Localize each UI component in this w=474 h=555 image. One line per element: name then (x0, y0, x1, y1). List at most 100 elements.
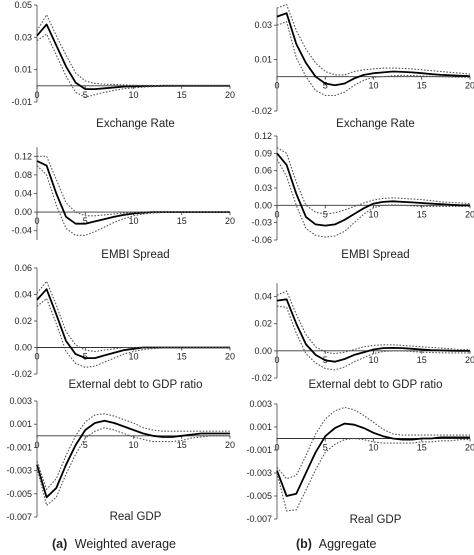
panel-6-xtick-label: 0 (274, 355, 279, 365)
panel-2-xtick-label: 5 (323, 81, 328, 91)
panel-6-ytick-label: 0.00 (254, 346, 272, 356)
panel-1-xtick-label: 5 (83, 90, 88, 100)
panel-7-xtick-label: 20 (225, 440, 235, 450)
panel-4-ytick-label: 0.06 (254, 166, 272, 176)
panel-8-upper-band-line (276, 406, 470, 480)
panel-3-ytick-label: 0.04 (14, 189, 32, 199)
panel-3-lower-band-line (36, 165, 230, 236)
panel-8-xtick-label: 15 (417, 443, 427, 453)
panel-8-ytick-label: -0.007 (246, 514, 272, 524)
panel-1-ytick-label: 0.03 (14, 32, 32, 42)
panel-3-ytick-label: 0.00 (14, 207, 32, 217)
panel-1-upper-band-line (36, 13, 230, 87)
panel-5-ytick-label: 0.02 (14, 316, 32, 326)
panel-7-xtick-label: 15 (177, 440, 187, 450)
panel-7-xtick-label: 10 (128, 440, 138, 450)
panel-7-title: Real GDP (110, 511, 162, 523)
caption-a-letter: (a) (52, 537, 67, 551)
panel-3-ytick-label: 0.08 (14, 170, 32, 180)
panel-6-response-line (276, 298, 470, 363)
panel-2-upper-band-line (276, 3, 471, 76)
panel-2-xtick-label: 15 (417, 81, 427, 91)
panel-4-response-line (276, 152, 470, 227)
panel-7-ytick-label: -0.007 (6, 512, 32, 522)
panel-3-upper-band-line (37, 155, 230, 217)
panel-4-title: EMBI Spread (341, 249, 409, 261)
panel-3: -0.04 0.00 0.04 0.08 0.12 0 5 10 15 20 EMBI Spread (11, 147, 235, 261)
panel-1-xtick-label: 0 (34, 90, 39, 100)
panel-1-response-line (36, 23, 230, 90)
panel-2-lower-band-line (276, 20, 471, 97)
panel-5-ytick-label: -0.02 (11, 369, 32, 379)
panel-7-lower-band-line (36, 427, 230, 507)
panel-8-ytick-label: -0.001 (246, 445, 272, 455)
panel-3-xtick-label: 5 (83, 216, 88, 226)
panel-8: -0.007 -0.005 -0.003 -0.001 0.001 0.003 0 5 10 15… (246, 399, 474, 526)
panel-8-xtick-label: 0 (274, 443, 279, 453)
panel-7-ytick-label: -0.003 (6, 466, 32, 476)
panel-5-upper-band-line (36, 280, 230, 353)
panel-3-title: EMBI Spread (101, 249, 169, 261)
panel-4-ytick-label: 0.03 (254, 183, 272, 193)
panel-4-ytick-label: 0.12 (254, 131, 272, 141)
panel-7-ytick-label: 0.003 (9, 396, 32, 406)
panel-4-xtick-label: 15 (417, 209, 427, 219)
panel-5-xtick-label: 0 (34, 352, 39, 362)
panel-7-ytick-label: 0.001 (9, 419, 32, 429)
panel-5-ytick-label: 0.06 (14, 263, 32, 273)
panel-8-ytick-label: -0.003 (246, 468, 272, 478)
caption-b-letter: (b) (296, 537, 312, 551)
panel-7-ytick-label: -0.001 (6, 442, 32, 452)
panel-3-xtick-label: 20 (225, 216, 235, 226)
panel-6-ytick-label: 0.02 (254, 319, 272, 329)
panel-6-xtick-label: 20 (465, 355, 474, 365)
panel-8-title: Real GDP (350, 514, 402, 526)
panel-1-lower-band-line (36, 33, 230, 98)
panel-1-xtick-label: 15 (177, 90, 187, 100)
panel-5-lower-band-line (36, 297, 230, 368)
panel-7-xtick-label: 5 (83, 440, 88, 450)
panel-8-xtick-label: 20 (465, 443, 474, 453)
panel-3-xtick-label: 15 (177, 216, 187, 226)
panel-4-xtick-label: 0 (274, 209, 279, 219)
panel-6-xtick-label: 10 (368, 355, 378, 365)
panel-5-xtick-label: 20 (225, 352, 235, 362)
panel-8-ytick-label: 0.003 (249, 399, 272, 409)
panel-5-ytick-label: 0.04 (14, 290, 32, 300)
panel-4-xtick-label: 5 (323, 209, 328, 219)
panel-2-xtick-label: 0 (274, 81, 279, 91)
panel-5-xtick-label: 15 (177, 352, 187, 362)
caption-aggregate: (b) Aggregate (296, 537, 376, 551)
panel-1-ytick-label: 0.01 (14, 65, 32, 75)
panel-5-xtick-label: 10 (128, 352, 138, 362)
panel-1-title: Exchange Rate (96, 118, 175, 130)
panel-3-xtick-label: 10 (128, 216, 138, 226)
panel-2-ytick-label: -0.02 (251, 106, 272, 116)
panel-4-ytick-label: 0.00 (254, 200, 272, 210)
panel-3-response-line (36, 160, 230, 225)
panel-8-xtick-label: 5 (323, 443, 328, 453)
panel-5-xtick-label: 5 (83, 352, 88, 362)
panel-4-ytick-label: 0.09 (254, 148, 272, 158)
panel-8-ytick-label: 0.001 (249, 422, 272, 432)
caption-a-text: Weighted average (75, 537, 176, 551)
panel-8-ytick-label: -0.005 (246, 491, 272, 501)
panel-2: -0.02 0.01 0.03 0 5 10 15 20 Exchange Rate (251, 3, 474, 130)
panel-8-xtick-label: 10 (368, 443, 378, 453)
panel-1-xtick-label: 20 (225, 90, 235, 100)
panel-2-ytick-label: 0.01 (254, 55, 272, 65)
panel-4-lower-band-line (276, 158, 470, 238)
panel-7-upper-band-line (36, 413, 230, 491)
panel-2-response-line (276, 12, 471, 87)
panel-4-upper-band-line (276, 147, 471, 215)
panel-3-ytick-label: -0.04 (11, 226, 32, 236)
panel-3-xtick-label: 0 (34, 216, 39, 226)
caption-weighted-average: (a) Weighted average (52, 537, 176, 551)
panel-2-title: Exchange Rate (336, 118, 415, 130)
panel-4: -0.06 -0.03 0.00 0.03 0.06 0.09 0.12 0 5 10 15 20 EM… (251, 131, 474, 261)
panel-2-xtick-label: 10 (368, 81, 378, 91)
panel-1-ytick-label: -0.01 (11, 97, 32, 107)
